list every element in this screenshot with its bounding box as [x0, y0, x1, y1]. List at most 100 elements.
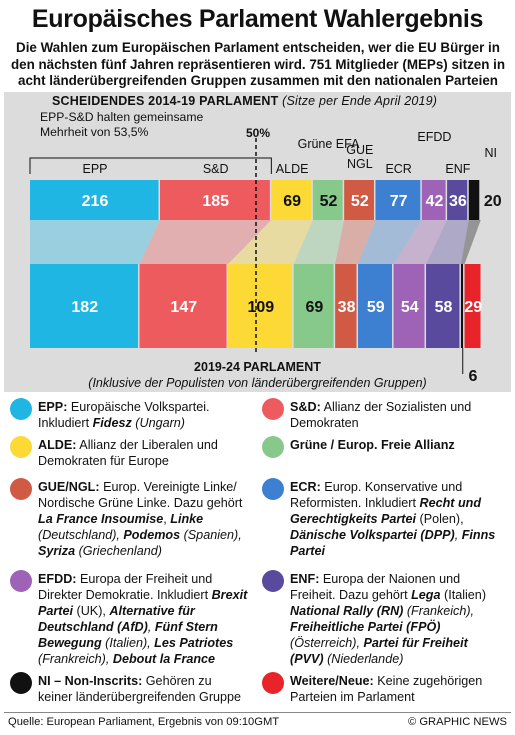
legend-text: S&D: Allianz der Sozialisten und Demokra… [290, 399, 500, 431]
legend-country: (Deutschland), [38, 528, 124, 542]
category-label-ecr: ECR [385, 162, 411, 176]
category-label-efdd: EFDD [417, 130, 451, 144]
legend-swatch [10, 478, 32, 500]
bar-2019-ecr [358, 264, 393, 348]
legend-country: (Spanien), [180, 528, 242, 542]
legend-country: (Italien), [101, 636, 155, 650]
chart-subtitle: (Sitze per Ende April 2019) [282, 94, 438, 108]
bar-2014-gue-ngl [344, 180, 374, 220]
legend-party: Lega [411, 588, 441, 602]
legend-party: Finns Partei [290, 528, 496, 558]
bar-2014-efdd [421, 180, 446, 220]
bar-2014-alde [271, 180, 312, 220]
legend-swatch [262, 478, 284, 500]
value-label-2019-alde: 109 [247, 299, 274, 316]
legend-swatch [262, 570, 284, 592]
legend-description: Europ. Konservative und Reformisten. Ink… [290, 480, 463, 510]
category-label-gue-ngl-0: GUE [346, 143, 373, 157]
bar-2019-gue-ngl [335, 264, 357, 348]
legend-text: EPP: Europäische Volkspartei. Inkludiert… [38, 399, 248, 431]
legend-country: (UK), [73, 604, 110, 618]
bar-2014-gr-ne-efa [312, 180, 343, 220]
legend-text: ECR: Europ. Konservative und Reformisten… [290, 479, 500, 559]
bar-2019-efdd [393, 264, 425, 348]
category-label-epp: EPP [82, 162, 107, 176]
legend-party: National Rally (RN) [290, 604, 404, 618]
legend-country: (Griechenland) [75, 544, 162, 558]
legend-abbr: ALDE: [38, 438, 77, 452]
legend-text: EFDD: Europa der Freiheit und Direkter D… [38, 571, 248, 667]
connector-alde [228, 220, 313, 264]
value-label-2019-enf: 58 [435, 299, 453, 316]
bar-2014-ecr [375, 180, 421, 220]
legend-description: Europ. Vereinigte Linke/ Nordische Grüne… [38, 480, 243, 510]
intro-text: Die Wahlen zum Europäischen Parlament en… [10, 40, 506, 88]
legend-party: Syriza [38, 544, 76, 558]
connector-ecr [358, 220, 422, 264]
legend-swatch [10, 570, 32, 592]
category-label-enf: ENF [445, 162, 470, 176]
legend-swatch [10, 436, 32, 458]
legend-description: Europäische Volkspartei. Inkludiert [38, 400, 210, 430]
legend-country: (Ungarn) [131, 416, 186, 430]
bar-2019-epp [30, 264, 139, 348]
legend-country: (Polen), [416, 512, 464, 526]
value-label-2019-weitere-neue: 29 [464, 299, 482, 316]
legend-description: Allianz der Sozialisten und Demokraten [290, 400, 472, 430]
value-label-2019-ni: 6 [469, 368, 478, 385]
legend-abbr: Weitere/Neue: [290, 674, 374, 688]
legend-text: ALDE: Allianz der Liberalen und Demokrat… [38, 437, 248, 469]
connector-gr-ne-efa [293, 220, 345, 264]
second-chart-title: 2019-24 PARLAMENT [194, 360, 321, 374]
legend-party: Podemos [123, 528, 181, 542]
value-label-2019-s-d: 147 [170, 299, 197, 316]
value-label-2019-epp: 182 [71, 299, 98, 316]
bar-2014-ni [468, 180, 480, 220]
legend-party: Freiheitliche Partei (FPÖ) [290, 620, 441, 634]
legend-abbr: EPP: [38, 400, 68, 414]
value-label-2014-efdd: 42 [426, 193, 444, 210]
category-label-alde: ALDE [276, 162, 309, 176]
legend-description: Europa der Freiheit und Direkter Demokra… [38, 572, 213, 602]
legend-text: GUE/NGL: Europ. Vereinigte Linke/ Nordis… [38, 479, 248, 559]
category-label-ni: NI [485, 146, 498, 160]
legend-swatch [262, 436, 284, 458]
seat-chart: 216 185 69 52 52 77 42 36 20 182 147 109 69 38 59 54 58 6… [29, 130, 502, 385]
legend-abbr: ENF: [290, 572, 320, 586]
legend-description: Gehören zu keiner länderübergreifenden G… [38, 674, 242, 704]
source-note: Quelle: European Parliament, Ergebnis vo… [8, 716, 280, 728]
legend-description: Allianz der Liberalen und Demokraten für… [38, 438, 218, 468]
legend-party: Alternative für Deutschland (AfD) [38, 604, 195, 634]
legend-party: Linke [170, 512, 204, 526]
legend-description: Keine zugehörigen Parteien im Parlament [290, 674, 483, 704]
legend-abbr: Grüne / Europ. Freie Allianz [290, 438, 455, 452]
legend-country: (Österreich), [290, 636, 364, 650]
bar-2014-s-d [160, 180, 270, 220]
value-label-2014-epp: 216 [82, 193, 109, 210]
connector-ni [460, 220, 481, 264]
legend-party: Les Patriotes [154, 636, 234, 650]
value-label-2014-alde: 69 [283, 193, 301, 210]
value-label-2019-ecr: 59 [367, 299, 385, 316]
legend-text: Weitere/Neue: Keine zugehörigen Parteien… [290, 673, 500, 705]
value-label-2014-ecr: 77 [390, 193, 408, 210]
legend-party: Dänische Volkspartei (DPP) [290, 528, 455, 542]
legend-text: NI – Non-Inscrits: Gehören zu keiner län… [38, 673, 248, 705]
chart-title: SCHEIDENDES 2014-19 PARLAMENT (Sitze per… [52, 94, 438, 108]
connector-enf [426, 220, 469, 264]
legend-swatch [10, 398, 32, 420]
legend-abbr: EFDD: [38, 572, 77, 586]
page-title: Europäisches Parlament Wahlergebnis [31, 5, 484, 33]
legend-party: Debout la France [112, 652, 216, 666]
legend-party: Brexit Partei [38, 588, 248, 618]
bar-2019-ni [460, 264, 464, 348]
legend-text: ENF: Europa der Naionen und Freiheit. Da… [290, 571, 500, 667]
connector-gue-ngl [335, 220, 376, 264]
legend-party: Partei für Freiheit (PVV) [290, 636, 468, 666]
legend-country: , [147, 620, 155, 634]
legend-country: , [163, 512, 171, 526]
legend-text: Grüne / Europ. Freie Allianz [290, 437, 500, 453]
value-label-2014-gr-ne-efa: 52 [320, 193, 338, 210]
legend-abbr: GUE/NGL: [38, 480, 100, 494]
majority-bracket [29, 157, 272, 174]
